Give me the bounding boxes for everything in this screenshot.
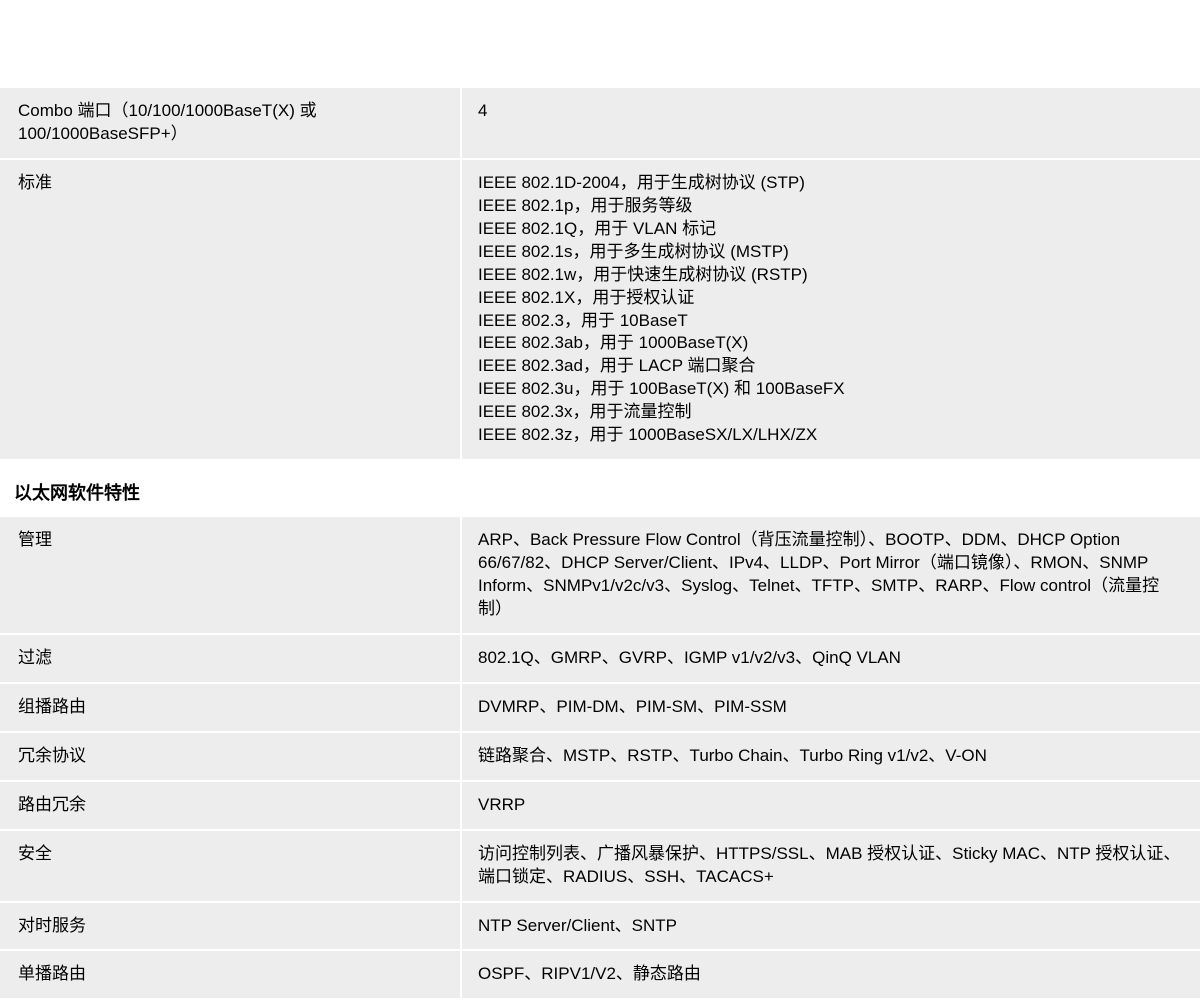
spec-label: 对时服务 [0, 903, 460, 950]
spec-label: 标准 [0, 160, 460, 459]
spec-label: 冗余协议 [0, 733, 460, 780]
table-row: 管理ARP、Back Pressure Flow Control（背压流量控制）… [0, 517, 1200, 633]
section-header: 以太网软件特性 [0, 461, 1200, 517]
spec-value: 访问控制列表、广播风暴保护、HTTPS/SSL、MAB 授权认证、Sticky … [462, 831, 1200, 901]
table-row: 冗余协议链路聚合、MSTP、RSTP、Turbo Chain、Turbo Rin… [0, 733, 1200, 780]
spec-label: 管理 [0, 517, 460, 633]
table-row: 安全访问控制列表、广播风暴保护、HTTPS/SSL、MAB 授权认证、Stick… [0, 831, 1200, 901]
spec-value: VRRP [462, 782, 1200, 829]
table-row: 组播路由DVMRP、PIM-DM、PIM-SM、PIM-SSM [0, 684, 1200, 731]
table-row: 过滤802.1Q、GMRP、GVRP、IGMP v1/v2/v3、QinQ VL… [0, 635, 1200, 682]
spec-value: ARP、Back Pressure Flow Control（背压流量控制）、B… [462, 517, 1200, 633]
spec-value: 802.1Q、GMRP、GVRP、IGMP v1/v2/v3、QinQ VLAN [462, 635, 1200, 682]
spec-label: 安全 [0, 831, 460, 901]
spec-label: 过滤 [0, 635, 460, 682]
table-row: 路由冗余VRRP [0, 782, 1200, 829]
spec-value: 链路聚合、MSTP、RSTP、Turbo Chain、Turbo Ring v1… [462, 733, 1200, 780]
spec-value: NTP Server/Client、SNTP [462, 903, 1200, 950]
spec-label: Combo 端口（10/100/1000BaseT(X) 或 100/1000B… [0, 88, 460, 158]
spec-value: DVMRP、PIM-DM、PIM-SM、PIM-SSM [462, 684, 1200, 731]
spec-value: OSPF、RIPV1/V2、静态路由 [462, 951, 1200, 998]
spec-table: Combo 端口（10/100/1000BaseT(X) 或 100/1000B… [0, 88, 1200, 998]
spec-label: 组播路由 [0, 684, 460, 731]
table-row: Combo 端口（10/100/1000BaseT(X) 或 100/1000B… [0, 88, 1200, 158]
spec-label: 路由冗余 [0, 782, 460, 829]
spec-value: IEEE 802.1D-2004，用于生成树协议 (STP) IEEE 802.… [462, 160, 1200, 459]
spec-label: 单播路由 [0, 951, 460, 998]
table-row: 单播路由OSPF、RIPV1/V2、静态路由 [0, 951, 1200, 998]
table-row: 标准IEEE 802.1D-2004，用于生成树协议 (STP) IEEE 80… [0, 160, 1200, 459]
spec-value: 4 [462, 88, 1200, 158]
table-row: 对时服务NTP Server/Client、SNTP [0, 903, 1200, 950]
